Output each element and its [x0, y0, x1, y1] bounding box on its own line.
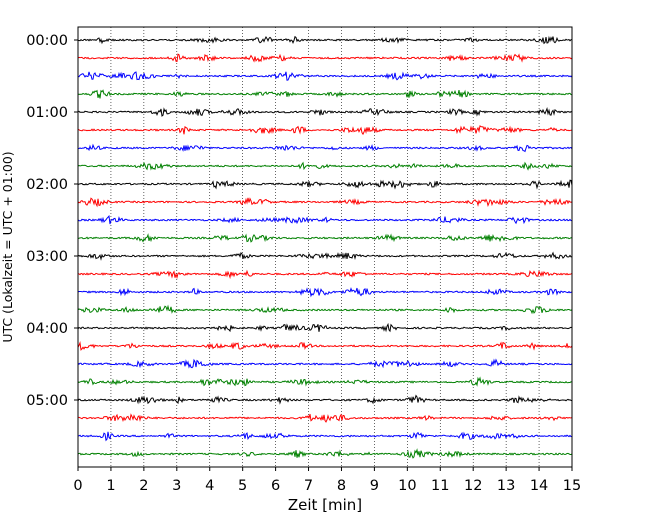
- seismogram-trace: [77, 287, 573, 298]
- y-tick-label: 03:00: [26, 249, 68, 265]
- seismogram-traces: [77, 35, 573, 459]
- x-tick-label: 10: [398, 478, 416, 494]
- y-axis-label: UTC (Lokalzeit = UTC + 01:00): [0, 151, 15, 342]
- seismogram-trace: [77, 413, 573, 423]
- y-tick-label: 01:00: [26, 105, 68, 121]
- x-tick-label: 3: [172, 478, 181, 494]
- seismogram-trace: [77, 358, 573, 369]
- seismogram-trace: [77, 35, 573, 45]
- x-tick-label: 8: [337, 478, 346, 494]
- seismogram-trace: [77, 340, 573, 351]
- x-tick-label: 1: [106, 478, 115, 494]
- x-tick-label: 5: [238, 478, 247, 494]
- x-tick-label: 11: [431, 478, 449, 494]
- seismogram-trace: [77, 53, 573, 63]
- seismogram-trace: [77, 233, 573, 243]
- x-axis-label: Zeit [min]: [288, 496, 362, 514]
- y-axis-ticks: 00:00 01:00 02:00 03:00 04:00 05:00: [26, 33, 78, 409]
- grid-lines: [110, 27, 540, 467]
- seismogram-trace: [77, 269, 573, 280]
- y-tick-label: 02:00: [26, 177, 68, 193]
- x-tick-label: 0: [73, 478, 82, 494]
- seismogram-trace: [77, 251, 573, 261]
- seismogram-trace: [77, 197, 573, 208]
- seismogram-trace: [77, 322, 573, 333]
- seismogram-trace: [77, 304, 573, 315]
- x-tick-label: 13: [497, 478, 515, 494]
- x-tick-label: 14: [530, 478, 548, 494]
- x-axis-ticks: 0 1 2 3 4 5 6 7 8 9 10 11 12 13 14 15: [73, 467, 581, 494]
- seismogram-trace: [77, 448, 573, 459]
- x-tick-label: 2: [139, 478, 148, 494]
- x-tick-label: 9: [370, 478, 379, 494]
- plot-frame: [77, 26, 573, 468]
- x-tick-label: 6: [271, 478, 280, 494]
- seismogram-trace: [77, 89, 573, 99]
- seismogram-trace: [77, 376, 573, 387]
- y-tick-label: 05:00: [26, 393, 68, 409]
- seismogram-trace: [77, 179, 573, 190]
- seismogram-trace: [77, 394, 573, 405]
- x-tick-label: 15: [563, 478, 581, 494]
- seismogram-trace: [77, 143, 573, 153]
- seismogram-trace: [77, 161, 573, 171]
- y-tick-label: 00:00: [26, 33, 68, 49]
- x-tick-label: 4: [205, 478, 214, 494]
- seismogram-trace: [77, 431, 573, 442]
- seismogram-trace: [77, 125, 573, 136]
- x-tick-label: 7: [304, 478, 313, 494]
- x-tick-label: 12: [464, 478, 482, 494]
- y-tick-label: 04:00: [26, 321, 68, 337]
- seismogram-trace: [77, 71, 573, 81]
- seismogram-trace: [77, 214, 573, 225]
- seismogram-trace: [77, 107, 573, 117]
